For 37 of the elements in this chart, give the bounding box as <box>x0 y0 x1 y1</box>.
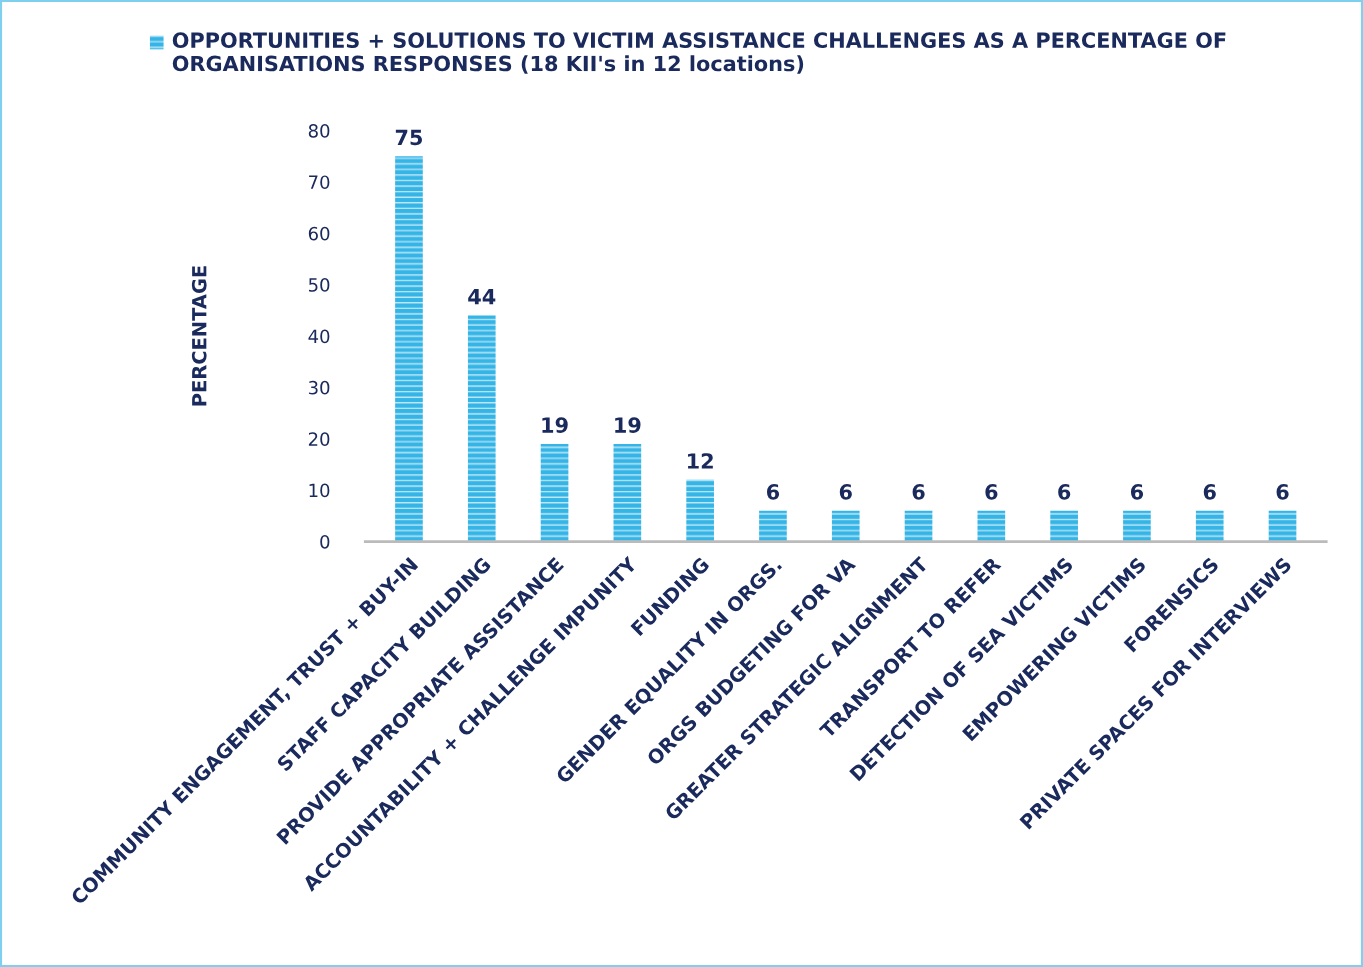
y-tick-label: 40 <box>308 329 330 344</box>
y-tick-label: 30 <box>308 380 330 395</box>
bar <box>686 479 714 542</box>
bar <box>613 443 642 542</box>
data-label: 6 <box>1058 483 1071 500</box>
y-tick-label: 80 <box>308 124 330 138</box>
y-axis-title: PERCENTAGE <box>191 266 207 406</box>
data-label: 6 <box>1203 483 1216 500</box>
bar <box>395 156 423 542</box>
legend-label: OPPORTUNITIES + SOLUTIONS TO VICTIM ASSISTANCE CHALLENGES AS A PERCENTAGE OF ORGANISATIONS RESPONSES (18 KII's in 12 locations) <box>172 32 1226 74</box>
bar <box>540 443 569 542</box>
y-tick-label: 70 <box>309 175 330 190</box>
y-tick-label: 50 <box>308 278 330 292</box>
bar <box>831 510 860 542</box>
data-label: 6 <box>985 483 998 500</box>
data-label: 6 <box>839 483 852 500</box>
bar <box>977 510 1006 542</box>
bar <box>759 510 787 542</box>
data-label: 44 <box>468 289 496 305</box>
bar <box>1050 510 1078 542</box>
bar <box>1268 510 1297 542</box>
data-label: 19 <box>542 417 568 433</box>
y-tick-label: 10 <box>309 483 330 498</box>
bar <box>1195 510 1224 542</box>
bar <box>467 315 496 542</box>
y-tick-label: 0 <box>320 534 330 549</box>
data-label: 12 <box>688 453 713 469</box>
data-label: 6 <box>766 483 780 500</box>
bar <box>1123 510 1151 542</box>
y-tick-label: 20 <box>308 432 330 446</box>
data-label: 6 <box>1130 483 1144 500</box>
bar <box>904 510 933 542</box>
data-label: 75 <box>395 129 422 146</box>
data-label: 6 <box>912 483 925 500</box>
data-label: 19 <box>615 417 641 433</box>
y-tick-label: 60 <box>308 226 330 241</box>
data-label: 6 <box>1276 483 1289 500</box>
